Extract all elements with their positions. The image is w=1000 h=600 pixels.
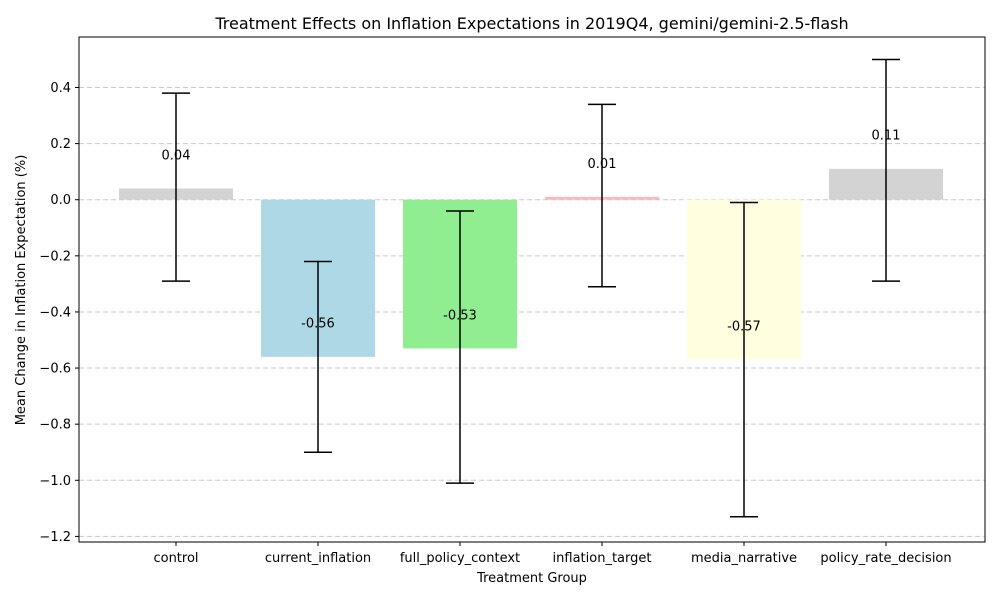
y-tick-label: −0.6: [39, 362, 71, 377]
grid-lines: [79, 87, 985, 537]
x-tick-label: full_policy_context: [400, 551, 520, 566]
y-tick-label: −1.2: [39, 530, 71, 545]
data-labels: 0.04 -0.56 -0.53 0.01 -0.57 0.11: [162, 129, 901, 335]
y-axis-title: Mean Change in Inflation Expectation (%): [14, 155, 29, 426]
x-axis-title: Treatment Group: [476, 571, 587, 586]
y-tick-label: −0.4: [39, 305, 71, 320]
plot-frame: [78, 36, 986, 543]
x-ticks: control current_inflation full_policy_cont…: [153, 542, 952, 566]
data-label: 0.04: [162, 148, 191, 163]
y-tick-label: 0.4: [50, 81, 71, 96]
data-label: -0.57: [727, 319, 761, 334]
bars: [119, 168, 943, 360]
y-tick-label: 0.2: [50, 137, 71, 152]
x-tick-label: current_inflation: [265, 551, 371, 566]
y-tick-label: −1.0: [39, 474, 71, 489]
x-tick-label: control: [153, 551, 198, 566]
chart-title: Treatment Effects on Inflation Expectati…: [214, 14, 848, 33]
data-label: -0.53: [443, 308, 477, 323]
y-ticks: 0.4 0.2 0.0 −0.2 −0.4 −0.6 −0.8 −1.0 −1.2: [39, 81, 79, 545]
error-bars: [162, 58, 900, 518]
x-tick-label: media_narrative: [691, 551, 797, 566]
data-label: -0.56: [301, 317, 335, 332]
data-label: 0.01: [588, 157, 617, 172]
data-label: 0.11: [872, 129, 901, 144]
x-tick-label: inflation_target: [553, 551, 652, 566]
y-tick-label: −0.2: [39, 249, 71, 264]
y-tick-label: −0.8: [39, 418, 71, 433]
y-tick-label: 0.0: [50, 193, 71, 208]
x-tick-label: policy_rate_decision: [820, 551, 951, 566]
